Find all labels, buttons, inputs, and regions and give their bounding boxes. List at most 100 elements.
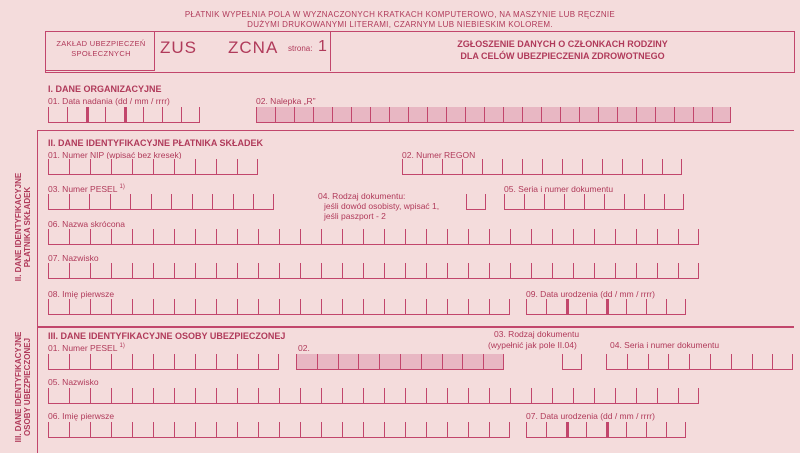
s2-pesel-input[interactable] bbox=[48, 194, 274, 212]
char-cell[interactable] bbox=[510, 263, 531, 279]
char-cell[interactable] bbox=[626, 299, 646, 315]
s2-birth-date-input[interactable] bbox=[526, 299, 686, 317]
char-cell[interactable] bbox=[402, 159, 422, 175]
char-cell[interactable] bbox=[566, 299, 586, 315]
char-cell[interactable] bbox=[48, 422, 69, 438]
char-cell[interactable] bbox=[216, 263, 237, 279]
char-cell[interactable] bbox=[531, 388, 552, 404]
char-cell[interactable] bbox=[526, 299, 546, 315]
char-cell[interactable] bbox=[153, 159, 174, 175]
char-cell[interactable] bbox=[90, 299, 111, 315]
char-cell[interactable] bbox=[586, 299, 606, 315]
char-cell[interactable] bbox=[573, 263, 594, 279]
char-cell[interactable] bbox=[279, 299, 300, 315]
s3-birth-date-input[interactable] bbox=[526, 422, 686, 440]
char-cell[interactable] bbox=[636, 229, 657, 245]
s3-doc-type-input[interactable] bbox=[562, 354, 582, 372]
char-cell[interactable] bbox=[573, 229, 594, 245]
char-cell[interactable] bbox=[489, 422, 510, 438]
char-cell[interactable] bbox=[405, 263, 426, 279]
char-cell[interactable] bbox=[153, 388, 174, 404]
char-cell[interactable] bbox=[689, 354, 710, 370]
char-cell[interactable] bbox=[546, 422, 566, 438]
char-cell[interactable] bbox=[90, 388, 111, 404]
char-cell[interactable] bbox=[195, 159, 216, 175]
char-cell[interactable] bbox=[615, 263, 636, 279]
char-cell[interactable] bbox=[552, 388, 573, 404]
char-cell[interactable] bbox=[258, 422, 279, 438]
char-cell[interactable] bbox=[468, 299, 489, 315]
char-cell[interactable] bbox=[174, 354, 195, 370]
char-cell[interactable] bbox=[504, 194, 524, 210]
char-cell[interactable] bbox=[258, 354, 279, 370]
char-cell[interactable] bbox=[171, 194, 192, 210]
char-cell[interactable] bbox=[111, 299, 132, 315]
char-cell[interactable] bbox=[90, 263, 111, 279]
char-cell[interactable] bbox=[253, 194, 274, 210]
s3-surname-input[interactable] bbox=[48, 388, 699, 406]
char-cell[interactable] bbox=[562, 159, 582, 175]
char-cell[interactable] bbox=[602, 159, 622, 175]
char-cell[interactable] bbox=[657, 388, 678, 404]
char-cell[interactable] bbox=[489, 229, 510, 245]
char-cell[interactable] bbox=[426, 299, 447, 315]
char-cell[interactable] bbox=[405, 388, 426, 404]
char-cell[interactable] bbox=[668, 354, 690, 370]
char-cell[interactable] bbox=[258, 388, 279, 404]
char-cell[interactable] bbox=[300, 299, 321, 315]
char-cell[interactable] bbox=[466, 194, 486, 210]
char-cell[interactable] bbox=[162, 107, 181, 123]
char-cell[interactable] bbox=[342, 299, 363, 315]
char-cell[interactable] bbox=[48, 299, 69, 315]
char-cell[interactable] bbox=[502, 159, 522, 175]
char-cell[interactable] bbox=[636, 388, 657, 404]
char-cell[interactable] bbox=[90, 354, 111, 370]
char-cell[interactable] bbox=[544, 194, 564, 210]
char-cell[interactable] bbox=[624, 194, 644, 210]
char-cell[interactable] bbox=[342, 388, 363, 404]
char-cell[interactable] bbox=[109, 194, 130, 210]
char-cell[interactable] bbox=[216, 159, 237, 175]
s2-first-name-input[interactable] bbox=[48, 299, 510, 317]
char-cell[interactable] bbox=[195, 388, 216, 404]
char-cell[interactable] bbox=[111, 422, 132, 438]
char-cell[interactable] bbox=[462, 159, 482, 175]
char-cell[interactable] bbox=[664, 194, 684, 210]
char-cell[interactable] bbox=[89, 194, 110, 210]
char-cell[interactable] bbox=[644, 194, 664, 210]
char-cell[interactable] bbox=[237, 422, 258, 438]
char-cell[interactable] bbox=[666, 422, 686, 438]
char-cell[interactable] bbox=[657, 263, 678, 279]
s2-regon-input[interactable] bbox=[402, 159, 682, 177]
char-cell[interactable] bbox=[132, 263, 153, 279]
s1-field-01-date[interactable] bbox=[48, 107, 200, 125]
char-cell[interactable] bbox=[153, 422, 174, 438]
char-cell[interactable] bbox=[384, 388, 405, 404]
char-cell[interactable] bbox=[405, 299, 426, 315]
char-cell[interactable] bbox=[48, 194, 69, 210]
char-cell[interactable] bbox=[468, 229, 489, 245]
char-cell[interactable] bbox=[69, 229, 90, 245]
char-cell[interactable] bbox=[642, 159, 662, 175]
char-cell[interactable] bbox=[522, 159, 542, 175]
char-cell[interactable] bbox=[300, 388, 321, 404]
char-cell[interactable] bbox=[531, 229, 552, 245]
char-cell[interactable] bbox=[237, 263, 258, 279]
char-cell[interactable] bbox=[510, 229, 531, 245]
char-cell[interactable] bbox=[321, 299, 342, 315]
char-cell[interactable] bbox=[174, 299, 195, 315]
char-cell[interactable] bbox=[69, 159, 90, 175]
char-cell[interactable] bbox=[174, 263, 195, 279]
char-cell[interactable] bbox=[363, 388, 384, 404]
char-cell[interactable] bbox=[422, 159, 442, 175]
char-cell[interactable] bbox=[90, 159, 111, 175]
char-cell[interactable] bbox=[482, 159, 502, 175]
char-cell[interactable] bbox=[237, 388, 258, 404]
char-cell[interactable] bbox=[447, 263, 468, 279]
char-cell[interactable] bbox=[384, 422, 405, 438]
char-cell[interactable] bbox=[124, 107, 143, 123]
char-cell[interactable] bbox=[321, 388, 342, 404]
char-cell[interactable] bbox=[594, 229, 615, 245]
char-cell[interactable] bbox=[657, 229, 678, 245]
char-cell[interactable] bbox=[216, 354, 237, 370]
